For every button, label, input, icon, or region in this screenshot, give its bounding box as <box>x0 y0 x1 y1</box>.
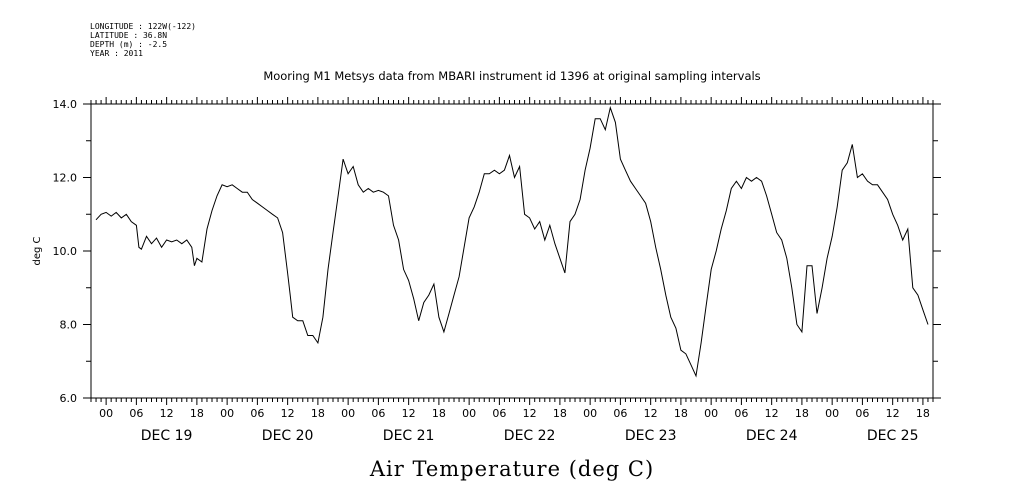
x-tick-label: 12 <box>765 407 779 420</box>
meta-longitude: LONGITUDE : 122W(-122) <box>90 22 196 31</box>
x-tick-label: 18 <box>674 407 688 420</box>
y-tick-label: 12.0 <box>53 172 78 185</box>
x-day-label: DEC 20 <box>262 428 314 444</box>
meta-latitude: LATITUDE : 36.8N <box>90 31 168 40</box>
x-tick-label: 06 <box>613 407 627 420</box>
x-tick-label: 00 <box>341 407 355 420</box>
x-tick-label: 12 <box>886 407 900 420</box>
x-tick-label: 06 <box>492 407 506 420</box>
x-tick-label: 18 <box>311 407 325 420</box>
x-day-label: DEC 24 <box>746 428 798 444</box>
x-tick-label: 00 <box>704 407 718 420</box>
x-tick-label: 00 <box>462 407 476 420</box>
x-tick-label: 18 <box>795 407 809 420</box>
x-tick-label: 12 <box>160 407 174 420</box>
x-tick-label: 06 <box>855 407 869 420</box>
x-day-label: DEC 21 <box>383 428 435 444</box>
x-tick-label: 12 <box>523 407 537 420</box>
y-tick-label: 6.0 <box>60 392 78 405</box>
x-day-label: DEC 22 <box>504 428 556 444</box>
y-axis-title: deg C <box>32 236 43 265</box>
x-tick-label: 00 <box>825 407 839 420</box>
air-temperature-line <box>95 105 929 378</box>
x-tick-label: 06 <box>371 407 385 420</box>
x-tick-label: 18 <box>916 407 930 420</box>
x-tick-label: 00 <box>583 407 597 420</box>
x-tick-label: 06 <box>250 407 264 420</box>
y-tick-label: 8.0 <box>60 319 78 332</box>
x-tick-label: 06 <box>734 407 748 420</box>
chart-title: Mooring M1 Metsys data from MBARI instru… <box>263 69 760 83</box>
plot-frame <box>90 103 934 399</box>
y-tick-label: 14.0 <box>53 98 78 111</box>
x-day-label: DEC 23 <box>625 428 677 444</box>
x-tick-label: 12 <box>644 407 658 420</box>
x-tick-label: 18 <box>553 407 567 420</box>
x-tick-label: 00 <box>220 407 234 420</box>
x-tick-label: 00 <box>99 407 113 420</box>
x-tick-label: 18 <box>432 407 446 420</box>
x-day-label: DEC 25 <box>867 428 919 444</box>
x-tick-label: 06 <box>129 407 143 420</box>
x-tick-label: 18 <box>190 407 204 420</box>
x-axis-title: Air Temperature (deg C) <box>369 457 654 481</box>
x-tick-label: 12 <box>402 407 416 420</box>
y-tick-label: 10.0 <box>53 245 78 258</box>
meta-year: YEAR : 2011 <box>90 49 143 58</box>
x-tick-label: 12 <box>281 407 295 420</box>
meta-depth: DEPTH (m) : -2.5 <box>90 40 168 49</box>
x-day-label: DEC 19 <box>141 428 193 444</box>
metadata-block: LONGITUDE : 122W(-122) LATITUDE : 36.8N … <box>90 22 196 58</box>
